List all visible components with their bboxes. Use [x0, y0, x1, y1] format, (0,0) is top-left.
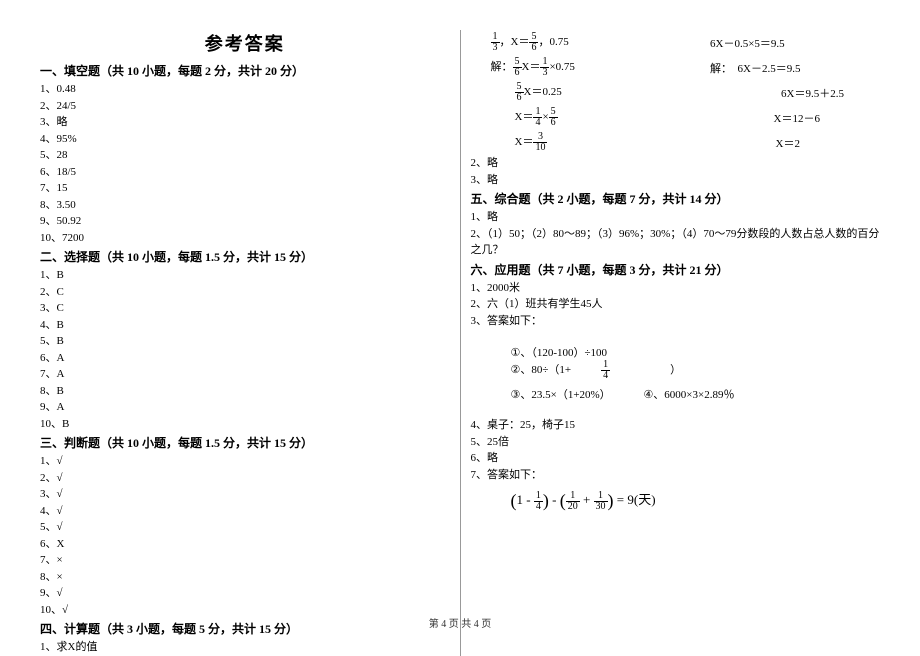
- list-item: 7、A: [40, 366, 450, 383]
- list-item: 6、X: [40, 536, 450, 553]
- box-1a: ①、（120-100）÷100: [511, 344, 608, 360]
- list-item: 3、答案如下：: [471, 313, 881, 330]
- final-equation: (1 - 14) - (120 + 130) = 9(天): [471, 483, 881, 512]
- math-3-left: 56X＝0.25: [515, 82, 675, 103]
- answer-box: ①、（120-100）÷100 ②、80÷（1+14 ） ③、23.5×（1+2…: [471, 329, 881, 417]
- after-math-list: 2、略3、略: [471, 155, 881, 188]
- math-row-3: 56X＝0.25 6X＝9.5＋2.5: [471, 80, 881, 105]
- frac-icon: 56: [513, 57, 522, 78]
- list-item: 3、略: [471, 172, 881, 189]
- math-4-left: X＝14×56: [515, 107, 675, 128]
- list-item: 8、3.50: [40, 197, 450, 214]
- paren-icon: ): [543, 491, 549, 511]
- page-container: 参考答案 一、填空题（共 10 小题，每题 2 分，共计 20 分） 1、0.4…: [0, 0, 920, 656]
- math-row-2: 解：56X＝13×0.75 解： 6X－2.5＝9.5: [471, 55, 881, 80]
- section-3-head: 三、判断题（共 10 小题，每题 1.5 分，共计 15 分）: [40, 434, 450, 451]
- list-item: 9、50.92: [40, 213, 450, 230]
- list-item: 3、C: [40, 300, 450, 317]
- list-item: 9、A: [40, 399, 450, 416]
- section-1-head: 一、填空题（共 10 小题，每题 2 分，共计 20 分）: [40, 62, 450, 79]
- math-1-right: 6X－0.5×5＝9.5: [710, 35, 870, 51]
- frac-icon: 310: [533, 132, 547, 153]
- list-item: 2、略: [471, 155, 881, 172]
- list-item: 7、答案如下：: [471, 467, 881, 484]
- list-item: 6、18/5: [40, 164, 450, 181]
- list-item: 7、15: [40, 180, 450, 197]
- math-2-right: 解： 6X－2.5＝9.5: [710, 60, 870, 76]
- list-item: 10、B: [40, 416, 450, 433]
- list-item: 1、2000米: [471, 280, 881, 297]
- list-item: 6、A: [40, 350, 450, 367]
- frac-icon: 14: [601, 360, 640, 381]
- list-item: 2、六（1）班共有学生45人: [471, 296, 881, 313]
- math-row-5: X＝310 X＝2: [471, 130, 881, 155]
- list-item: 5、B: [40, 333, 450, 350]
- left-column: 参考答案 一、填空题（共 10 小题，每题 2 分，共计 20 分） 1、0.4…: [30, 30, 460, 656]
- section-1-list: 1、0.482、24/53、略4、95%5、286、18/57、158、3.50…: [40, 81, 450, 246]
- box-row-1: ①、（120-100）÷100 ②、80÷（1+14 ）: [511, 344, 861, 381]
- list-item: 1、√: [40, 453, 450, 470]
- list-item: 3、略: [40, 114, 450, 131]
- math-2-left: 解：56X＝13×0.75: [491, 57, 651, 78]
- right-column: 13，X＝56，0.75 6X－0.5×5＝9.5 解：56X＝13×0.75 …: [461, 30, 891, 656]
- box-row-2: ③、23.5×（1+20%） ④、6000×3×2.89％: [511, 386, 861, 402]
- list-item: 4、√: [40, 503, 450, 520]
- list-item: 6、略: [471, 450, 881, 467]
- section-3-list: 1、√2、√3、√4、√5、√6、X7、×8、×9、√10、√: [40, 453, 450, 618]
- list-item: 5、√: [40, 519, 450, 536]
- doc-title: 参考答案: [40, 30, 450, 56]
- list-item: 2、24/5: [40, 98, 450, 115]
- frac-icon: 13: [491, 32, 500, 53]
- frac-icon: 56: [515, 82, 524, 103]
- math-5-right: X＝2: [710, 135, 870, 151]
- list-item: 4、95%: [40, 131, 450, 148]
- section-4-list: 1、求X的值: [40, 639, 450, 656]
- list-item: 10、7200: [40, 230, 450, 247]
- list-item: 8、B: [40, 383, 450, 400]
- section-6-head: 六、应用题（共 7 小题，每题 3 分，共计 21 分）: [471, 261, 881, 278]
- frac-icon: 130: [594, 491, 608, 512]
- section-6-post: 4、桌子：25，椅子155、25倍6、略7、答案如下：: [471, 417, 881, 483]
- list-item: 4、桌子：25，椅子15: [471, 417, 881, 434]
- frac-icon: 56: [549, 107, 558, 128]
- list-item: 1、求X的值: [40, 639, 450, 656]
- frac-icon: 14: [534, 491, 543, 512]
- section-6-pre: 1、2000米2、六（1）班共有学生45人3、答案如下：: [471, 280, 881, 330]
- math-1-left: 13，X＝56，0.75: [491, 32, 651, 53]
- list-item: 1、0.48: [40, 81, 450, 98]
- box-2a: ③、23.5×（1+20%）: [511, 386, 611, 402]
- list-item: 9、√: [40, 585, 450, 602]
- paren-icon: (: [511, 491, 517, 511]
- list-item: 3、√: [40, 486, 450, 503]
- section-2-head: 二、选择题（共 10 小题，每题 1.5 分，共计 15 分）: [40, 248, 450, 265]
- page-footer: 第 4 页 共 4 页: [0, 615, 920, 630]
- box-1b: ②、80÷（1+14 ）: [511, 360, 712, 381]
- box-2b: ④、6000×3×2.89％: [643, 386, 734, 402]
- section-5-head: 五、综合题（共 2 小题，每题 7 分，共计 14 分）: [471, 190, 881, 207]
- section-5-list: 1、略2、（1）50；（2）80～89；（3）96%；30%；（4）70～79分…: [471, 209, 881, 259]
- math-row-4: X＝14×56 X＝12－6: [471, 105, 881, 130]
- list-item: 1、略: [471, 209, 881, 226]
- math-5-left: X＝310: [515, 132, 675, 153]
- list-item: 8、×: [40, 569, 450, 586]
- section-2-list: 1、B2、C3、C4、B5、B6、A7、A8、B9、A10、B: [40, 267, 450, 432]
- list-item: 7、×: [40, 552, 450, 569]
- list-item: 5、28: [40, 147, 450, 164]
- math-row-1: 13，X＝56，0.75 6X－0.5×5＝9.5: [471, 30, 881, 55]
- list-item: 2、√: [40, 470, 450, 487]
- list-item: 4、B: [40, 317, 450, 334]
- math-4-right: X＝12－6: [710, 110, 870, 126]
- list-item: 2、C: [40, 284, 450, 301]
- math-3-right: 6X＝9.5＋2.5: [710, 85, 870, 101]
- list-item: 2、（1）50；（2）80～89；（3）96%；30%；（4）70～79分数段的…: [471, 226, 881, 259]
- list-item: 1、B: [40, 267, 450, 284]
- list-item: 5、25倍: [471, 434, 881, 451]
- paren-icon: ): [608, 491, 614, 511]
- frac-icon: 120: [566, 491, 580, 512]
